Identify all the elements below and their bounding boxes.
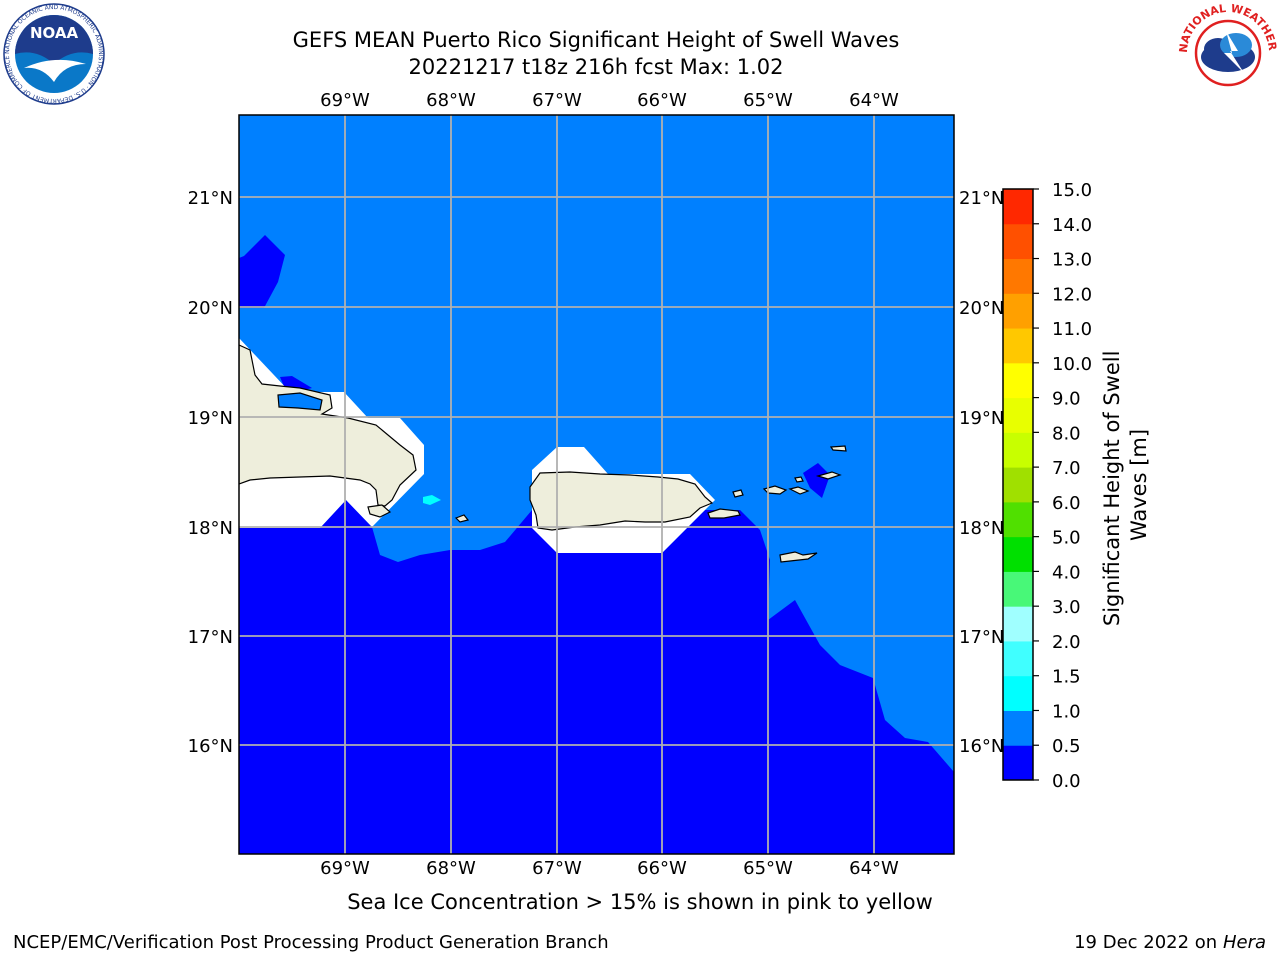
swell-patch-low [239, 235, 285, 308]
noaa-logo: NOAA NATIONAL OCEANIC AND ATMOSPHERIC AD… [2, 2, 105, 105]
lon-label-top: 65°W [743, 90, 793, 111]
colorbar-tick-label: 4.0 [1052, 562, 1081, 583]
lon-label-bottom: 65°W [743, 858, 793, 879]
lon-label-bottom: 67°W [532, 858, 582, 879]
lat-label-right: 19°N [959, 408, 1004, 429]
colorbar-tick-label: 12.0 [1052, 284, 1092, 305]
lat-label-left: 19°N [188, 408, 233, 429]
colorbar-tick-label: 3.0 [1052, 597, 1081, 618]
colorbar-frame [1002, 188, 1034, 781]
chart-title: GEFS MEAN Puerto Rico Significant Height… [292, 28, 900, 52]
colorbar-tick-label: 0.0 [1052, 771, 1081, 792]
land-islet [794, 476, 804, 483]
lat-label-right: 21°N [959, 188, 1004, 209]
land-puerto-rico [529, 471, 714, 531]
colorbar-swatch [1003, 675, 1033, 711]
lon-label-top: 67°W [532, 90, 582, 111]
map-axis-labels: 69°W 69°W 68°W 68°W 67°W 67°W 66°W 66°W 65°W 65°W… [188, 90, 1005, 879]
colorbar-swatch [1003, 328, 1033, 364]
land-islet [367, 504, 392, 518]
lon-label-bottom: 68°W [426, 858, 476, 879]
swell-patch-low [803, 463, 830, 498]
colorbar-tick-label: 13.0 [1052, 250, 1092, 271]
chart-subtitle: 20221217 t18z 216h fcst Max: 1.02 [408, 55, 784, 79]
colorbar-swatch [1003, 189, 1033, 225]
colorbar-swatch [1003, 745, 1033, 781]
colorbar-tick-label: 15.0 [1052, 180, 1092, 201]
swell-field-low [239, 500, 954, 854]
colorbar-swatch [1003, 536, 1033, 572]
colorbar-tick-label: 11.0 [1052, 319, 1092, 340]
map-frame [238, 114, 955, 855]
footer-branch: NCEP/EMC/Verification Post Processing Pr… [13, 932, 609, 953]
colorbar-swatch [1003, 258, 1033, 294]
land-hispaniola [239, 344, 417, 507]
footer-date-text: 19 Dec 2022 on [1074, 932, 1218, 953]
land-islet [732, 489, 744, 498]
colorbar-swatch [1003, 223, 1033, 260]
colorbar-tick-label: 10.0 [1052, 354, 1092, 375]
lat-label-right: 17°N [959, 627, 1004, 648]
map-area [239, 115, 954, 854]
colorbar-swatch [1003, 606, 1033, 642]
colorbar-tick-label: 5.0 [1052, 528, 1081, 549]
colorbar-tick-label: 7.0 [1052, 458, 1081, 479]
colorbar-tick-label: 0.5 [1052, 736, 1081, 757]
colorbar-tick-label: 6.0 [1052, 493, 1081, 514]
lat-label-right: 20°N [959, 298, 1004, 319]
colorbar-tick-label: 1.0 [1052, 701, 1081, 722]
colorbar-swatch [1003, 397, 1033, 433]
land-islet [829, 445, 847, 452]
lon-label-top: 68°W [426, 90, 476, 111]
sea-ice-note: Sea Ice Concentration > 15% is shown in … [347, 890, 933, 914]
colorbar-tick-label: 8.0 [1052, 423, 1081, 444]
colorbar-tick-label: 14.0 [1052, 215, 1092, 236]
colorbar-swatch [1003, 710, 1033, 746]
graticule [239, 115, 954, 854]
colorbar-swatch [1003, 640, 1033, 677]
colorbar-tick-label: 2.0 [1052, 632, 1081, 653]
lon-label-bottom: 66°W [637, 858, 687, 879]
land-st-croix [779, 551, 818, 563]
colorbar: 0.0 0.5 1.0 1.5 2.0 3.0 4.0 5.0 6.0 7.0 8.0 9.0 10.0… [1002, 180, 1092, 792]
footer-date: 19 Dec 2022 on Hera [1074, 932, 1266, 953]
lon-label-top: 69°W [320, 90, 370, 111]
land-islet [707, 508, 741, 519]
land-islet [815, 471, 842, 480]
lat-label-left: 16°N [188, 736, 233, 757]
colorbar-swatch [1003, 293, 1033, 329]
lon-label-bottom: 64°W [849, 858, 899, 879]
colorbar-swatch [1003, 467, 1033, 503]
lat-label-left: 18°N [188, 518, 233, 539]
lat-label-left: 21°N [188, 188, 233, 209]
colorbar-swatch [1003, 571, 1033, 607]
colorbar-swatch [1003, 432, 1033, 468]
footer-machine: Hera [1222, 932, 1266, 953]
swell-patch-cyan [423, 495, 441, 505]
colorbar-tick-label: 9.0 [1052, 389, 1081, 410]
land-islet [788, 486, 810, 495]
lat-label-right: 16°N [959, 736, 1004, 757]
nws-logo: NATIONAL WEATHER SERVICE [1178, 3, 1278, 97]
lat-label-right: 18°N [959, 518, 1004, 539]
colorbar-swatch [1003, 501, 1033, 538]
colorbar-label: Significant Height of Swell Waves [m] [1100, 344, 1151, 626]
lon-label-bottom: 69°W [320, 858, 370, 879]
gulf-of-gonave [277, 392, 323, 411]
land-islet [454, 514, 470, 523]
lon-label-top: 66°W [637, 90, 687, 111]
lat-label-left: 17°N [188, 627, 233, 648]
lat-label-left: 20°N [188, 298, 233, 319]
lon-label-top: 64°W [849, 90, 899, 111]
colorbar-tick-label: 1.5 [1052, 667, 1081, 688]
colorbar-swatch [1003, 362, 1033, 399]
noaa-logo-text: NOAA [30, 24, 79, 42]
